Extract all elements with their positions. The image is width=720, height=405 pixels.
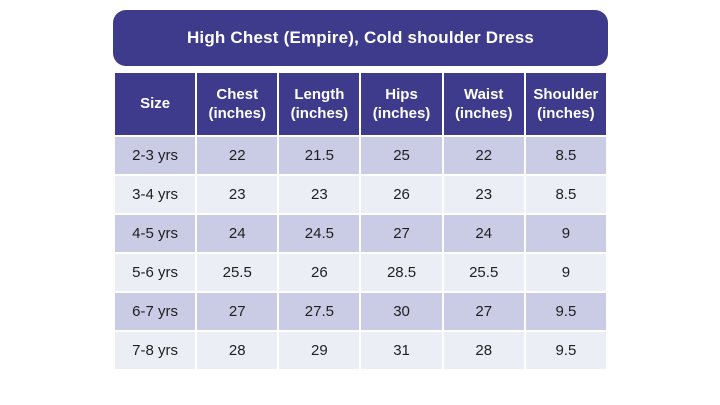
cell-chest: 25.5 xyxy=(195,252,280,293)
header-unit: (inches) xyxy=(537,105,595,122)
cell-length: 26 xyxy=(277,252,362,293)
cell-size: 6-7 yrs xyxy=(112,291,198,332)
cell-size: 4-5 yrs xyxy=(112,213,198,254)
cell-size: 3-4 yrs xyxy=(112,174,198,215)
cell-length: 23 xyxy=(277,174,362,215)
cell-shoulder: 9 xyxy=(523,252,609,293)
table-row: 7-8 yrs 28 29 31 28 9.5 xyxy=(112,330,609,371)
cell-hips: 25 xyxy=(359,135,444,176)
table-row: 4-5 yrs 24 24.5 27 24 9 xyxy=(112,213,609,254)
cell-length: 27.5 xyxy=(277,291,362,332)
cell-hips: 26 xyxy=(359,174,444,215)
cell-waist: 23 xyxy=(441,174,526,215)
table-row: 2-3 yrs 22 21.5 25 22 8.5 xyxy=(112,135,609,176)
cell-hips: 30 xyxy=(359,291,444,332)
column-header-hips: Hips (inches) xyxy=(359,71,444,137)
table-row: 6-7 yrs 27 27.5 30 27 9.5 xyxy=(112,291,609,332)
cell-chest: 23 xyxy=(195,174,280,215)
cell-hips: 27 xyxy=(359,213,444,254)
header-unit: (inches) xyxy=(208,105,266,122)
cell-length: 29 xyxy=(277,330,362,371)
page-title: High Chest (Empire), Cold shoulder Dress xyxy=(186,28,535,47)
cell-waist: 28 xyxy=(441,330,526,371)
cell-size: 7-8 yrs xyxy=(112,330,198,371)
header-label: Hips xyxy=(385,85,418,103)
table-row: 3-4 yrs 23 23 26 23 8.5 xyxy=(112,174,609,215)
cell-shoulder: 8.5 xyxy=(523,135,609,176)
cell-chest: 28 xyxy=(195,330,280,371)
header-label: Shoulder xyxy=(533,85,599,103)
header-label: Size xyxy=(140,95,171,113)
cell-length: 21.5 xyxy=(277,135,362,176)
cell-waist: 25.5 xyxy=(441,252,526,293)
size-chart-header: Size Chest (inches) Length (inches) Hips… xyxy=(112,71,609,137)
header-unit: (inches) xyxy=(372,105,431,122)
header-row: Size Chest (inches) Length (inches) Hips… xyxy=(112,71,609,137)
cell-chest: 24 xyxy=(195,213,280,254)
cell-shoulder: 9.5 xyxy=(523,291,609,332)
cell-waist: 24 xyxy=(441,213,526,254)
cell-length: 24.5 xyxy=(277,213,362,254)
header-label: Length xyxy=(294,85,345,103)
title-banner: High Chest (Empire), Cold shoulder Dress xyxy=(113,10,608,66)
cell-shoulder: 9 xyxy=(523,213,609,254)
table-row: 5-6 yrs 25.5 26 28.5 25.5 9 xyxy=(112,252,609,293)
column-header-length: Length (inches) xyxy=(277,71,362,137)
cell-hips: 28.5 xyxy=(359,252,444,293)
column-header-shoulder: Shoulder (inches) xyxy=(523,71,609,137)
column-header-chest: Chest (inches) xyxy=(195,71,280,137)
size-chart-body: 2-3 yrs 22 21.5 25 22 8.5 3-4 yrs 23 23 … xyxy=(112,135,609,371)
column-header-waist: Waist (inches) xyxy=(441,71,526,137)
header-unit: (inches) xyxy=(454,105,513,122)
header-label: Chest xyxy=(216,85,259,103)
cell-chest: 22 xyxy=(195,135,280,176)
cell-waist: 22 xyxy=(441,135,526,176)
cell-shoulder: 9.5 xyxy=(523,330,609,371)
cell-waist: 27 xyxy=(441,291,526,332)
cell-size: 2-3 yrs xyxy=(112,135,198,176)
cell-shoulder: 8.5 xyxy=(523,174,609,215)
cell-hips: 31 xyxy=(359,330,444,371)
size-chart-table: Size Chest (inches) Length (inches) Hips… xyxy=(112,71,609,371)
cell-chest: 27 xyxy=(195,291,280,332)
column-header-size: Size xyxy=(112,71,198,137)
cell-size: 5-6 yrs xyxy=(112,252,198,293)
header-unit: (inches) xyxy=(290,105,349,122)
header-label: Waist xyxy=(463,85,504,103)
